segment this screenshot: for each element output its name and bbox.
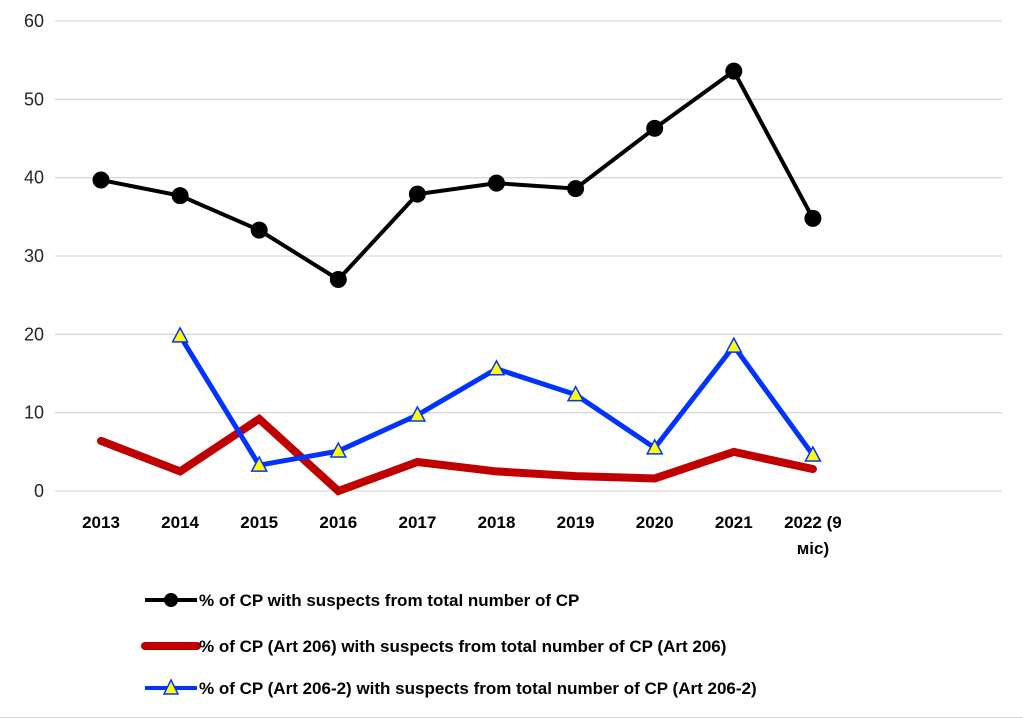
- legend-marker-circle-icon: [164, 593, 178, 607]
- legend-marker-triangle-icon: [162, 678, 180, 695]
- x-axis: 2013 2014 2015 2016 2017 2018 2019 2020 2021 2022…: [82, 513, 842, 558]
- x-tick-label: 2020: [636, 513, 674, 532]
- series-1: [97, 413, 817, 496]
- data-point-triangle: [487, 359, 506, 376]
- x-tick-label: 2021: [715, 513, 753, 532]
- series-line: [99, 68, 815, 283]
- data-point-triangle: [171, 326, 189, 343]
- x-tick-label: 2019: [557, 513, 595, 532]
- x-tick-label: 2017: [398, 513, 436, 532]
- series-group: [92, 62, 822, 496]
- legend-label: % of CP (Art 206) with suspects from tot…: [199, 637, 726, 656]
- y-tick-label: 0: [34, 481, 44, 501]
- legend-label: % of CP with suspects from total number …: [199, 591, 579, 610]
- series-line: [97, 413, 817, 496]
- data-point-circle: [646, 119, 664, 137]
- series-0: [92, 62, 822, 288]
- gridlines: [55, 20, 1002, 492]
- data-point-circle: [408, 185, 426, 203]
- x-tick-label: 2013: [82, 513, 120, 532]
- y-tick-label: 60: [24, 11, 44, 31]
- data-point-circle: [92, 171, 110, 189]
- data-point-triangle: [408, 405, 427, 422]
- y-tick-label: 10: [24, 403, 44, 423]
- y-tick-label: 50: [24, 89, 44, 109]
- y-tick-label: 20: [24, 324, 44, 344]
- data-point-circle: [804, 209, 822, 227]
- x-tick-label: 2022 (9 міс): [784, 513, 842, 558]
- data-point-triangle: [566, 385, 585, 402]
- data-point-circle: [250, 221, 268, 239]
- data-point-triangle: [250, 455, 268, 472]
- data-point-triangle: [804, 445, 822, 462]
- y-axis: 0 10 20 30 40 50 60: [24, 11, 44, 501]
- x-tick-label: 2014: [161, 513, 199, 532]
- y-tick-label: 30: [24, 246, 44, 266]
- data-point-circle: [567, 180, 585, 198]
- y-tick-label: 40: [24, 168, 44, 188]
- legend-item-2: % of CP (Art 206-2) with suspects from t…: [145, 678, 757, 698]
- x-tick-label-line: міс): [797, 539, 829, 558]
- x-tick-label-line: 2022 (9: [784, 513, 842, 532]
- data-point-circle: [171, 187, 189, 205]
- data-point-triangle: [645, 438, 664, 455]
- legend-item-0: % of CP with suspects from total number …: [145, 591, 579, 610]
- data-point-triangle: [725, 336, 743, 353]
- x-tick-label: 2016: [319, 513, 357, 532]
- legend-label: % of CP (Art 206-2) with suspects from t…: [199, 679, 757, 698]
- legend: % of CP with suspects from total number …: [141, 591, 757, 698]
- data-point-circle: [488, 174, 505, 192]
- legend-item-1: % of CP (Art 206) with suspects from tot…: [141, 637, 726, 656]
- bottom-divider: [0, 717, 1023, 718]
- series-2: [171, 326, 822, 472]
- data-point-circle: [725, 62, 743, 80]
- series-line: [177, 333, 816, 468]
- data-point-triangle: [329, 441, 348, 458]
- x-tick-label: 2018: [478, 513, 516, 532]
- x-tick-label: 2015: [240, 513, 278, 532]
- data-point-circle: [329, 271, 347, 288]
